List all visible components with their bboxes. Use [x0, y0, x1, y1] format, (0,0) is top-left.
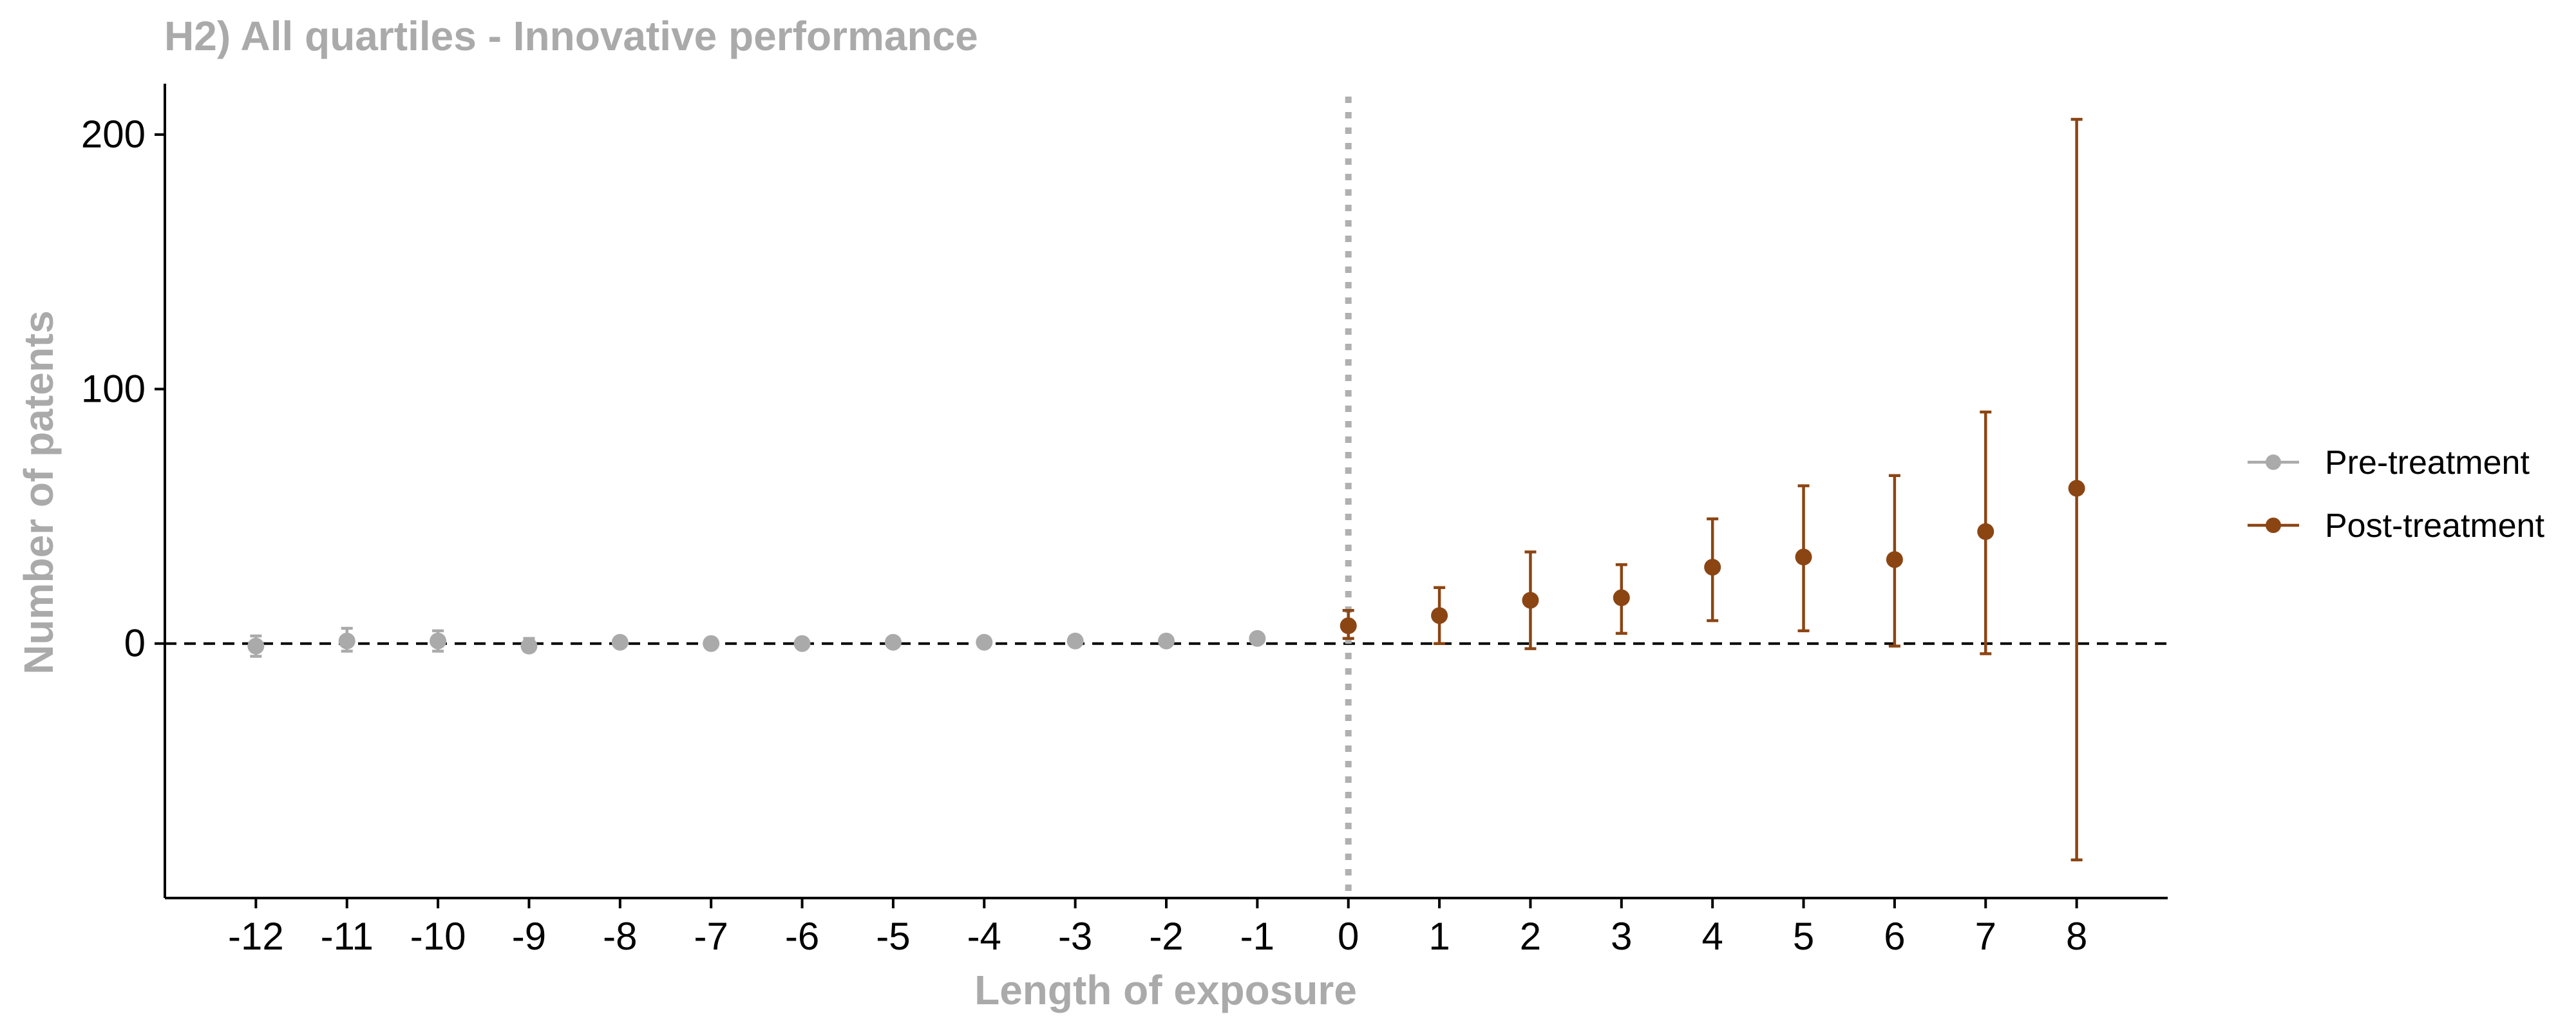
x-tick-label: 4 — [1701, 915, 1723, 958]
legend-key-point — [2266, 518, 2281, 533]
data-point — [1977, 523, 1994, 540]
data-point — [1886, 551, 1903, 568]
data-point — [703, 635, 719, 652]
x-tick-label: -9 — [512, 915, 546, 958]
y-tick-label: 200 — [81, 113, 146, 156]
data-point — [794, 635, 811, 652]
legend-label: Pre-treatment — [2325, 444, 2530, 482]
data-point — [612, 634, 629, 651]
x-tick-label: -6 — [785, 915, 819, 958]
x-tick-label: -5 — [876, 915, 910, 958]
plot-area: -12-11-10-9-8-7-6-5-4-3-2-10123456780100… — [81, 84, 2168, 958]
data-point — [1158, 633, 1175, 650]
x-tick-label: -1 — [1240, 915, 1274, 958]
data-point — [976, 634, 992, 651]
x-tick-label: 6 — [1884, 915, 1905, 958]
data-point — [1249, 630, 1265, 647]
x-tick-label: 8 — [2066, 915, 2087, 958]
data-point — [1340, 617, 1357, 634]
legend-key-point — [2266, 454, 2281, 470]
y-axis-title: Number of patents — [15, 310, 62, 674]
x-tick-label: -12 — [228, 915, 284, 958]
data-point — [247, 638, 264, 655]
data-point — [1067, 633, 1084, 650]
x-tick-label: 5 — [1793, 915, 1814, 958]
x-tick-label: -11 — [321, 915, 374, 958]
x-tick-label: 7 — [1975, 915, 1996, 958]
legend: Pre-treatment Post-treatment — [2248, 444, 2545, 545]
legend-label: Post-treatment — [2325, 507, 2545, 545]
data-point — [339, 633, 355, 650]
data-point — [2069, 480, 2085, 497]
x-tick-label: -10 — [410, 915, 466, 958]
data-point — [1613, 590, 1630, 606]
data-point — [430, 633, 446, 650]
x-tick-label: -2 — [1149, 915, 1183, 958]
y-tick-label: 0 — [124, 622, 146, 665]
x-tick-label: -8 — [603, 915, 637, 958]
x-axis-title: Length of exposure — [974, 967, 1357, 1013]
x-tick-label: -4 — [967, 915, 1001, 958]
data-point — [1795, 548, 1812, 565]
x-tick-label: 2 — [1520, 915, 1541, 958]
y-tick-label: 100 — [81, 367, 146, 410]
data-point — [885, 634, 902, 651]
x-tick-label: -7 — [694, 915, 728, 958]
data-point — [1704, 559, 1721, 576]
data-point — [520, 638, 537, 655]
x-tick-label: 1 — [1428, 915, 1450, 958]
data-point — [1522, 592, 1539, 608]
x-tick-label: 3 — [1611, 915, 1632, 958]
x-tick-label: -3 — [1058, 915, 1092, 958]
x-tick-label: 0 — [1338, 915, 1359, 958]
chart-title: H2) All quartiles - Innovative performan… — [164, 13, 978, 59]
data-point — [1431, 607, 1448, 624]
